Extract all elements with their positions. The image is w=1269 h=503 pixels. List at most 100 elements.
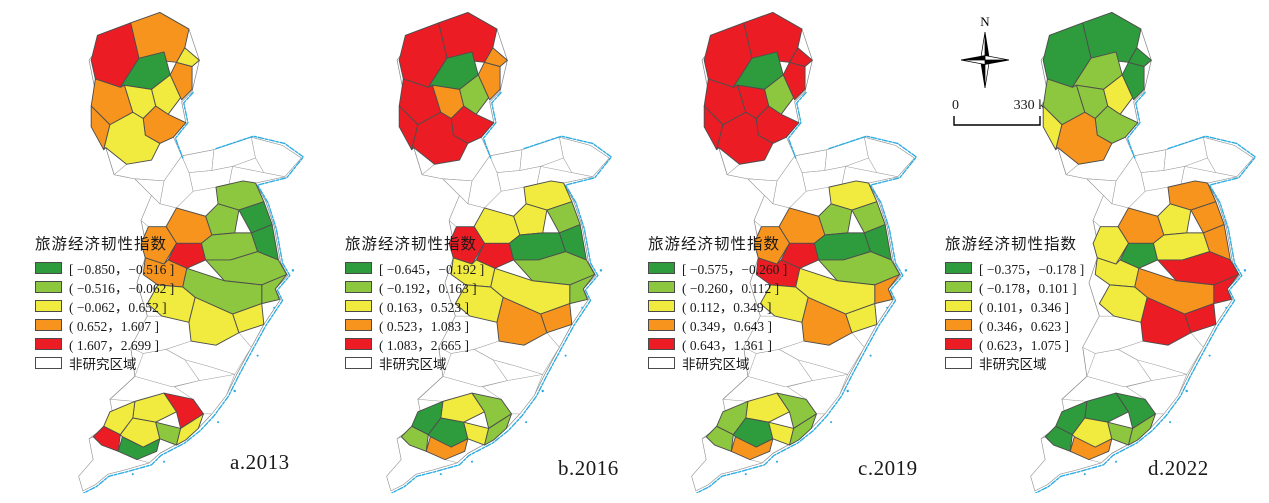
- legend-range-label: [ −0.375，−0.178 ]: [979, 261, 1085, 277]
- legend-item: ( 0.523，1.083 ]: [345, 316, 523, 334]
- legend-range-label: ( 0.101，0.346 ]: [979, 299, 1069, 315]
- map-legend-2022: 旅游经济韧性指数 [ −0.375，−0.178 ] ( −0.178，0.101…: [945, 232, 1123, 373]
- map-legend-2019: 旅游经济韧性指数 [ −0.575，−0.260 ] ( −0.260，0.112…: [648, 232, 826, 373]
- legend-range-label: ( 0.643，1.361 ]: [682, 337, 772, 353]
- legend-item-non-study: 非研究区域: [648, 354, 826, 372]
- north-arrow: N: [955, 12, 1015, 101]
- legend-non-study-label: 非研究区域: [379, 356, 447, 372]
- legend-item: ( 0.346，0.623 ]: [945, 316, 1123, 334]
- legend-range-label: ( 0.349，0.643 ]: [682, 318, 772, 334]
- legend-swatch: [945, 261, 972, 274]
- legend-non-study-label: 非研究区域: [69, 356, 137, 372]
- study-region-cells: [398, 11, 596, 461]
- legend-item: ( 0.349，0.643 ]: [648, 316, 826, 334]
- study-region-cells: [703, 11, 901, 461]
- map-legend-2013: 旅游经济韧性指数 [ −0.850，−0.516 ] ( −0.516，−0.06…: [35, 232, 213, 373]
- legend-item: ( −0.516，−0.062 ]: [35, 278, 213, 296]
- legend-range-label: ( 0.346，0.623 ]: [979, 318, 1069, 334]
- legend-swatch: [345, 337, 372, 350]
- legend-swatch: [945, 318, 972, 331]
- scale-bar-line: [953, 116, 1041, 126]
- legend-swatch: [648, 280, 675, 293]
- coastline: [391, 91, 613, 493]
- legend-swatch: [945, 280, 972, 293]
- legend-range-label: ( 0.163，0.523 ]: [379, 299, 469, 315]
- legend-swatch: [648, 337, 675, 350]
- map-2013: [60, 4, 320, 493]
- legend-item: [ −0.575，−0.260 ]: [648, 259, 826, 277]
- legend-item: ( −0.260，0.112 ]: [648, 278, 826, 296]
- legend-item: ( 1.607，2.699 ]: [35, 335, 213, 353]
- non-study-counties: [386, 136, 610, 492]
- map-legend-2016: 旅游经济韧性指数 [ −0.645，−0.192 ] ( −0.192，0.163…: [345, 232, 523, 373]
- study-region-cells: [1042, 11, 1240, 461]
- map-2016: [368, 4, 628, 493]
- legend-item-non-study: 非研究区域: [945, 354, 1123, 372]
- legend-swatch: [35, 261, 62, 274]
- map-caption-2019: c.2019: [858, 456, 918, 480]
- map-2019: [673, 4, 933, 493]
- north-arrow-icon: [960, 31, 1010, 89]
- legend-range-label: ( 0.112，0.349 ]: [682, 299, 772, 315]
- map-caption-2016: b.2016: [558, 456, 619, 480]
- legend-swatch: [345, 280, 372, 293]
- legend-item-non-study: 非研究区域: [345, 354, 523, 372]
- map-caption-2022: d.2022: [1148, 456, 1209, 480]
- legend-swatch: [648, 261, 675, 274]
- legend-range-label: ( −0.260，0.112 ]: [682, 280, 780, 296]
- legend-range-label: ( −0.178，0.101 ]: [979, 280, 1077, 296]
- non-study-counties: [691, 136, 915, 492]
- map-caption-2013: a.2013: [230, 450, 290, 474]
- legend-non-study-label: 非研究区域: [979, 356, 1047, 372]
- legend-item: ( 1.083，2.665 ]: [345, 335, 523, 353]
- legend-range-label: ( 0.652，1.607 ]: [69, 318, 159, 334]
- legend-item: [ −0.375，−0.178 ]: [945, 259, 1123, 277]
- legend-non-study-label: 非研究区域: [682, 356, 750, 372]
- legend-item: ( 0.101，0.346 ]: [945, 297, 1123, 315]
- map-panel-2022: N 0 330 km: [920, 0, 1269, 503]
- legend-range-label: ( −0.062，0.652 ]: [69, 299, 167, 315]
- legend-range-label: ( 0.623，1.075 ]: [979, 337, 1069, 353]
- coastline: [1035, 91, 1257, 493]
- coastline: [83, 91, 305, 493]
- legend-swatch: [648, 318, 675, 331]
- legend-swatch-non-study: [945, 356, 972, 369]
- legend-item-non-study: 非研究区域: [35, 354, 213, 372]
- legend-range-label: [ −0.850，−0.516 ]: [69, 261, 175, 277]
- legend-item: ( 0.112，0.349 ]: [648, 297, 826, 315]
- legend-range-label: [ −0.645，−0.192 ]: [379, 261, 485, 277]
- legend-swatch: [345, 261, 372, 274]
- legend-title: 旅游经济韧性指数: [345, 236, 478, 253]
- legend-swatch: [35, 337, 62, 350]
- legend-swatch: [35, 280, 62, 293]
- legend-range-label: ( 1.607，2.699 ]: [69, 337, 159, 353]
- legend-swatch-non-study: [345, 356, 372, 369]
- north-arrow-label: N: [980, 14, 990, 29]
- legend-item: [ −0.850，−0.516 ]: [35, 259, 213, 277]
- map-2022: [1012, 4, 1269, 493]
- legend-swatch-non-study: [648, 356, 675, 369]
- legend-swatch: [648, 299, 675, 312]
- choropleth-map: [386, 11, 613, 493]
- legend-range-label: ( 0.523，1.083 ]: [379, 318, 469, 334]
- legend-range-label: ( 1.083，2.665 ]: [379, 337, 469, 353]
- legend-item: ( −0.062，0.652 ]: [35, 297, 213, 315]
- non-study-counties: [1030, 136, 1254, 492]
- study-region-cells: [90, 11, 288, 461]
- choropleth-map: [691, 11, 918, 493]
- legend-item: ( 0.643，1.361 ]: [648, 335, 826, 353]
- map-panel-2016: 旅游经济韧性指数 [ −0.645，−0.192 ] ( −0.192，0.163…: [310, 0, 618, 503]
- legend-item: ( 0.623，1.075 ]: [945, 335, 1123, 353]
- choropleth-map: [78, 11, 305, 493]
- legend-swatch: [345, 318, 372, 331]
- legend-item: ( 0.163，0.523 ]: [345, 297, 523, 315]
- legend-title: 旅游经济韧性指数: [648, 236, 781, 253]
- map-panel-2013: 旅游经济韧性指数 [ −0.850，−0.516 ] ( −0.516，−0.06…: [0, 0, 310, 503]
- choropleth-map: [1030, 11, 1257, 493]
- legend-swatch: [945, 299, 972, 312]
- legend-range-label: ( −0.192，0.163 ]: [379, 280, 477, 296]
- legend-title: 旅游经济韧性指数: [945, 236, 1078, 253]
- scale-bar-start: 0: [952, 98, 959, 113]
- coastline: [696, 91, 918, 493]
